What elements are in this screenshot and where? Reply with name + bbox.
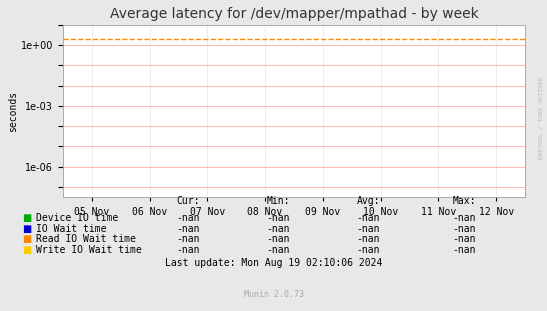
Y-axis label: seconds: seconds bbox=[8, 91, 18, 132]
Text: Avg:: Avg: bbox=[357, 196, 380, 206]
Text: -nan: -nan bbox=[266, 224, 290, 234]
Text: Device IO time: Device IO time bbox=[36, 213, 118, 223]
Text: -nan: -nan bbox=[452, 213, 476, 223]
Text: -nan: -nan bbox=[266, 245, 290, 255]
Text: ■: ■ bbox=[22, 234, 31, 244]
Text: IO Wait time: IO Wait time bbox=[36, 224, 106, 234]
Title: Average latency for /dev/mapper/mpathad - by week: Average latency for /dev/mapper/mpathad … bbox=[109, 7, 479, 21]
Text: -nan: -nan bbox=[357, 245, 380, 255]
Text: -nan: -nan bbox=[176, 245, 200, 255]
Text: Max:: Max: bbox=[452, 196, 476, 206]
Text: ■: ■ bbox=[22, 224, 31, 234]
Text: -nan: -nan bbox=[176, 213, 200, 223]
Text: -nan: -nan bbox=[357, 234, 380, 244]
Text: -nan: -nan bbox=[357, 224, 380, 234]
Text: Read IO Wait time: Read IO Wait time bbox=[36, 234, 136, 244]
Text: Last update: Mon Aug 19 02:10:06 2024: Last update: Mon Aug 19 02:10:06 2024 bbox=[165, 258, 382, 268]
Text: ■: ■ bbox=[22, 245, 31, 255]
Text: Munin 2.0.73: Munin 2.0.73 bbox=[243, 290, 304, 299]
Text: Write IO Wait time: Write IO Wait time bbox=[36, 245, 141, 255]
Text: Cur:: Cur: bbox=[176, 196, 200, 206]
Text: Min:: Min: bbox=[266, 196, 290, 206]
Text: -nan: -nan bbox=[266, 234, 290, 244]
Text: RRDTOOL / TOBI OETIKER: RRDTOOL / TOBI OETIKER bbox=[538, 77, 543, 160]
Text: -nan: -nan bbox=[176, 234, 200, 244]
Text: -nan: -nan bbox=[266, 213, 290, 223]
Text: -nan: -nan bbox=[452, 234, 476, 244]
Text: -nan: -nan bbox=[452, 245, 476, 255]
Text: -nan: -nan bbox=[357, 213, 380, 223]
Text: -nan: -nan bbox=[452, 224, 476, 234]
Text: ■: ■ bbox=[22, 213, 31, 223]
Text: -nan: -nan bbox=[176, 224, 200, 234]
